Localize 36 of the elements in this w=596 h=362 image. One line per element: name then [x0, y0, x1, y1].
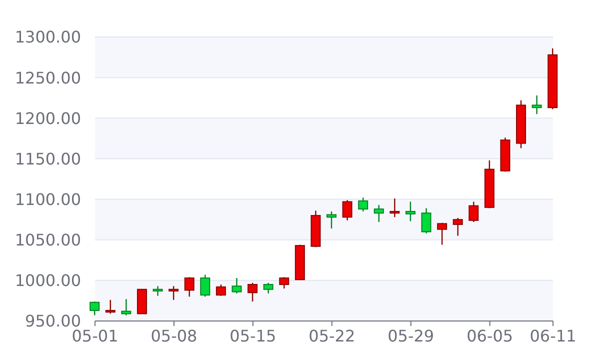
candlestick: [152, 286, 163, 296]
y-tick-label: 1050.00: [14, 230, 81, 250]
candlestick: [532, 94, 542, 115]
candlestick: [216, 284, 226, 296]
candlestick: [90, 300, 100, 316]
y-tick-label: 1150.00: [14, 149, 81, 168]
candlestick: [263, 282, 274, 294]
x-tick-label: 06-05: [466, 326, 514, 346]
x-tick-label: 05-29: [388, 326, 434, 346]
y-tick-label: 1250.00: [14, 68, 81, 88]
candlestick: [342, 199, 352, 221]
candlestick: [358, 197, 368, 212]
candlestick: [184, 276, 194, 298]
candlestick: [326, 210, 336, 230]
y-tick-label: 1100.00: [14, 190, 81, 209]
candlestick: [390, 198, 400, 218]
y-tick-label: 1200.00: [14, 108, 81, 128]
candlestick: [248, 282, 258, 302]
x-tick-label: 06-11: [530, 326, 576, 346]
candlestick: [437, 222, 448, 246]
x-tick-label: 05-08: [150, 326, 198, 346]
candlestick: [121, 298, 132, 316]
y-tick-label: 1000.00: [14, 271, 81, 290]
candlestick: [452, 217, 463, 236]
candlestick: [468, 201, 479, 223]
candlestick: [200, 274, 210, 298]
candlestick: [279, 276, 290, 290]
candlestick: [232, 277, 242, 294]
candlestick: [168, 286, 179, 301]
candlestick: [421, 208, 432, 234]
candlestick: [105, 299, 116, 314]
candlestick: [405, 201, 416, 222]
x-tick-label: 05-15: [230, 326, 276, 346]
candlestick: [374, 204, 384, 223]
x-tick-label: 05-22: [308, 326, 356, 346]
y-tick-label: 1300.00: [14, 28, 81, 47]
